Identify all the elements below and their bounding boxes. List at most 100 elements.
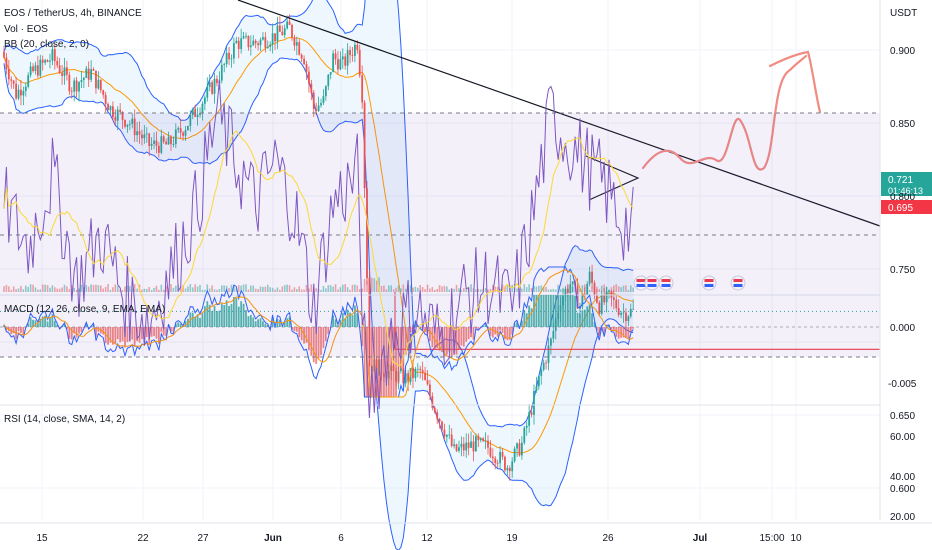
volume-bar — [542, 287, 545, 292]
volume-bar — [237, 285, 240, 292]
candle-body — [90, 69, 93, 80]
candle-body — [596, 295, 598, 303]
macd-histogram-bar — [508, 327, 511, 340]
candle-body — [564, 288, 567, 297]
candle-body — [182, 132, 184, 136]
macd-histogram-bar — [22, 327, 25, 335]
candle-body — [337, 59, 339, 70]
volume-bar — [252, 285, 255, 292]
candle-body — [10, 79, 13, 81]
candle-body — [344, 56, 347, 66]
candle-body — [249, 45, 252, 48]
candle-body — [358, 49, 361, 76]
volume-bar — [489, 288, 492, 292]
volume-bar — [114, 284, 117, 292]
macd-histogram-bar — [629, 327, 632, 332]
candle-body — [41, 59, 44, 63]
rsi-ma-line — [3, 130, 634, 367]
candle-body — [7, 69, 10, 80]
candle-body — [341, 56, 344, 60]
volume-bar — [305, 285, 308, 292]
volume-bar — [92, 284, 95, 292]
volume-bar — [58, 288, 61, 292]
volume-bar — [465, 289, 468, 292]
volume-bar — [213, 289, 216, 292]
macd-histogram-bar — [174, 323, 177, 327]
macd-histogram-bar — [104, 327, 107, 344]
time-tick-label: 12 — [421, 533, 433, 544]
candle-body — [475, 436, 477, 452]
macd-histogram-bar — [153, 327, 155, 337]
candle-body — [172, 144, 175, 145]
volume-bar — [516, 288, 518, 292]
volume-bar — [141, 289, 143, 292]
candle-body — [591, 271, 593, 283]
candle-body — [245, 35, 247, 37]
candle-body — [216, 78, 218, 84]
candle-body — [237, 40, 240, 49]
volume-bar — [245, 284, 247, 292]
macd-histogram-bar — [540, 295, 543, 327]
volume-bar — [342, 284, 344, 292]
candle-body — [518, 443, 521, 456]
candle-body — [547, 345, 550, 363]
volume-bar — [600, 285, 603, 292]
candle-body — [102, 90, 105, 95]
volume-bar — [484, 288, 487, 292]
candle-body — [133, 118, 136, 136]
volume-bar — [404, 288, 407, 292]
macd-histogram-bar — [535, 295, 538, 327]
volume-bar — [550, 289, 552, 292]
volume-bar — [426, 284, 429, 292]
macd-histogram-bar — [305, 327, 308, 343]
volume-bar — [525, 287, 528, 292]
volume-bar — [308, 288, 310, 292]
volume-bar — [254, 288, 257, 292]
macd-histogram-bar — [571, 295, 574, 327]
candle-body — [220, 64, 223, 81]
candle-body — [416, 368, 419, 370]
volume-bar — [620, 287, 622, 292]
candle-body — [583, 293, 586, 295]
time-tick-label: 15 — [36, 533, 48, 544]
candle-body — [433, 407, 436, 413]
candle-body — [305, 64, 308, 72]
candle-body — [32, 66, 34, 72]
candle-body — [177, 128, 180, 130]
candle-body — [170, 136, 172, 145]
macd-histogram-bar — [414, 322, 417, 327]
macd-histogram-bar — [460, 327, 463, 346]
volume-bar — [160, 284, 163, 292]
macd-histogram-bar — [278, 319, 281, 327]
candle-body — [225, 52, 228, 65]
flag-stripe — [704, 284, 714, 287]
macd-histogram-bar — [288, 316, 291, 327]
volume-bar — [409, 285, 412, 292]
candle-body — [95, 70, 97, 89]
volume-bar — [216, 289, 218, 292]
volume-bar — [627, 289, 630, 292]
candle-body — [295, 42, 298, 46]
macd-histogram-bar — [170, 327, 172, 332]
time-tick-label: Jul — [693, 533, 708, 544]
candle-body — [235, 40, 238, 44]
candle-body — [361, 75, 364, 103]
volume-bar — [395, 287, 397, 292]
rsi-pane — [0, 79, 932, 419]
candle-body — [424, 372, 426, 381]
macd-histogram-bar — [383, 327, 385, 397]
candle-body — [46, 60, 49, 62]
volume-bar — [242, 284, 245, 292]
candle-body — [450, 434, 453, 447]
volume-bar — [269, 287, 271, 292]
volume-bar — [414, 286, 417, 292]
volume-bar — [496, 286, 499, 292]
macd-histogram-bar — [448, 327, 451, 352]
volume-bar — [223, 285, 226, 292]
volume-bar — [448, 289, 451, 292]
macd-histogram-bar — [550, 295, 552, 327]
macd-histogram-bar — [615, 327, 618, 337]
volume-bar — [310, 284, 313, 292]
macd-histogram-bar — [34, 320, 37, 327]
volume-bar — [264, 286, 267, 292]
